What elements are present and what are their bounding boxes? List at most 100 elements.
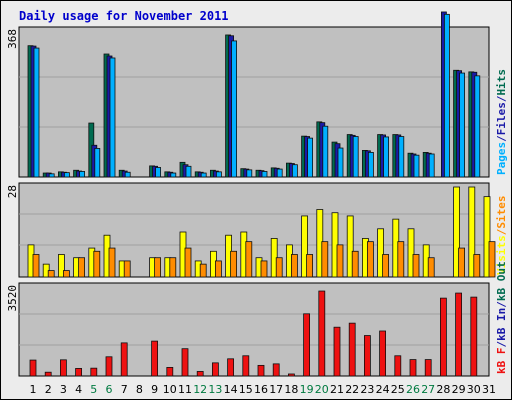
bar-visits-day-29: [453, 186, 461, 278]
bar-kb-f-day-11: [181, 348, 189, 377]
bar-kb-f-day-12: [196, 371, 204, 377]
bar-kb-f-day-21: [333, 326, 341, 377]
bar-visits-day-3: [58, 254, 65, 278]
bar-sites-day-26: [412, 254, 420, 278]
bar-pages-day-5: [94, 148, 101, 178]
x-tick-day-4: 4: [75, 383, 82, 396]
x-tick-day-17: 17: [269, 383, 283, 396]
bar-sites-day-9: [154, 257, 162, 278]
bar-pages-day-3: [64, 172, 70, 178]
bar-sites-day-13: [214, 260, 222, 278]
bar-pages-day-16: [261, 171, 268, 178]
bar-sites-day-18: [290, 254, 298, 278]
panel-kbytes-legend: kB F/kB In/kB Out: [495, 261, 508, 374]
bar-pages-day-9: [155, 167, 162, 178]
bar-pages-day-17: [276, 168, 283, 178]
bar-visits-day-31: [483, 196, 491, 278]
x-tick-day-3: 3: [60, 383, 67, 396]
legend-entry: /: [495, 341, 508, 348]
bar-kb-f-day-28: [439, 297, 447, 377]
bar-kb-f-day-3: [60, 359, 67, 377]
bar-sites-day-7: [123, 260, 131, 278]
x-tick-day-30: 30: [467, 383, 481, 396]
chart-title: Daily usage for November 2011: [19, 9, 229, 23]
bar-sites-day-17: [275, 257, 283, 278]
x-tick-day-13: 13: [208, 383, 222, 396]
bar-visits-day-19: [301, 215, 309, 278]
x-tick-day-26: 26: [406, 383, 420, 396]
x-tick-day-29: 29: [452, 383, 466, 396]
bar-kb-f-day-4: [75, 368, 82, 377]
bar-kb-f-day-9: [151, 340, 159, 377]
bar-kb-f-day-19: [303, 313, 311, 377]
x-tick-day-22: 22: [345, 383, 359, 396]
legend-entry: kB In: [495, 308, 508, 341]
x-axis-labels: 1 2 3 4 5 6 7 8 9 10 11 12 13 14 15 16 17 18 19 20 21 22 23 24 2…: [30, 383, 497, 396]
bar-pages-day-1: [33, 47, 40, 178]
x-tick-day-9: 9: [151, 383, 158, 396]
bar-pages-day-19: [307, 137, 314, 178]
bar-pages-day-6: [109, 57, 116, 178]
bar-kb-f-day-10: [166, 367, 174, 377]
chart-panels: 368Pages/Files/Hits28Visits/Sites3520kB …: [6, 11, 508, 377]
x-tick-day-16: 16: [254, 383, 268, 396]
x-tick-day-18: 18: [284, 383, 298, 396]
bar-visits-day-30: [468, 186, 476, 278]
legend-entry: Hits: [495, 69, 508, 96]
bar-sites-day-23: [366, 241, 374, 278]
x-tick-day-12: 12: [193, 383, 207, 396]
bar-sites-day-1: [32, 254, 40, 278]
x-tick-day-7: 7: [121, 383, 128, 396]
bar-sites-day-2: [47, 270, 55, 278]
panel-kbytes-max-label: 3520: [6, 285, 19, 312]
x-tick-day-15: 15: [239, 383, 253, 396]
bar-kb-f-day-13: [211, 362, 219, 377]
legend-entry: Files: [495, 102, 508, 135]
bar-sites-day-4: [78, 257, 85, 278]
legend-entry: /: [495, 301, 508, 308]
bar-kb-f-day-20: [318, 290, 326, 377]
bar-kb-f-day-22: [348, 322, 356, 377]
x-tick-day-19: 19: [300, 383, 314, 396]
bar-sites-day-6: [108, 247, 116, 278]
legend-entry: /: [495, 228, 508, 235]
x-tick-day-21: 21: [330, 383, 344, 396]
panel-visits-sites-legend: Visits/Sites: [495, 196, 508, 276]
legend-entry: /: [495, 135, 508, 142]
bar-pages-day-12: [200, 172, 207, 178]
panel-kbytes: 3520 kB F/kB In/kB Out: [6, 261, 508, 377]
bar-sites-day-21: [336, 244, 344, 278]
panel-kbytes-plot-area: [18, 282, 490, 377]
bar-sites-day-30: [473, 254, 481, 278]
legend-entry: Pages: [495, 142, 508, 175]
bar-kb-f-day-16: [257, 364, 265, 377]
bar-pages-day-29: [459, 72, 466, 178]
bar-pages-day-21: [337, 147, 344, 178]
bar-kb-f-day-27: [424, 359, 432, 377]
bar-kb-f-day-26: [409, 359, 417, 377]
legend-entry: Visits: [495, 235, 508, 275]
bar-visits-day-26: [407, 228, 415, 278]
x-tick-day-20: 20: [315, 383, 329, 396]
bar-pages-day-27: [428, 153, 435, 178]
x-tick-day-11: 11: [178, 383, 192, 396]
bar-sites-day-25: [397, 241, 405, 278]
bar-sites-day-29: [458, 247, 466, 278]
bar-kb-f-day-1: [29, 359, 37, 377]
bar-kb-f-day-14: [227, 358, 235, 377]
bar-pages-day-25: [398, 136, 405, 178]
bar-sites-day-10: [169, 257, 177, 278]
bar-sites-day-12: [199, 263, 207, 278]
bar-pages-day-30: [474, 75, 481, 178]
bar-sites-day-27: [427, 257, 435, 278]
bar-kb-f-day-29: [455, 292, 463, 377]
x-tick-day-5: 5: [90, 383, 97, 396]
bar-kb-f-day-24: [379, 330, 387, 377]
bar-visits-day-22: [346, 215, 354, 278]
bar-pages-day-22: [352, 136, 359, 178]
legend-entry: Sites: [495, 196, 508, 229]
x-tick-day-24: 24: [376, 383, 390, 396]
